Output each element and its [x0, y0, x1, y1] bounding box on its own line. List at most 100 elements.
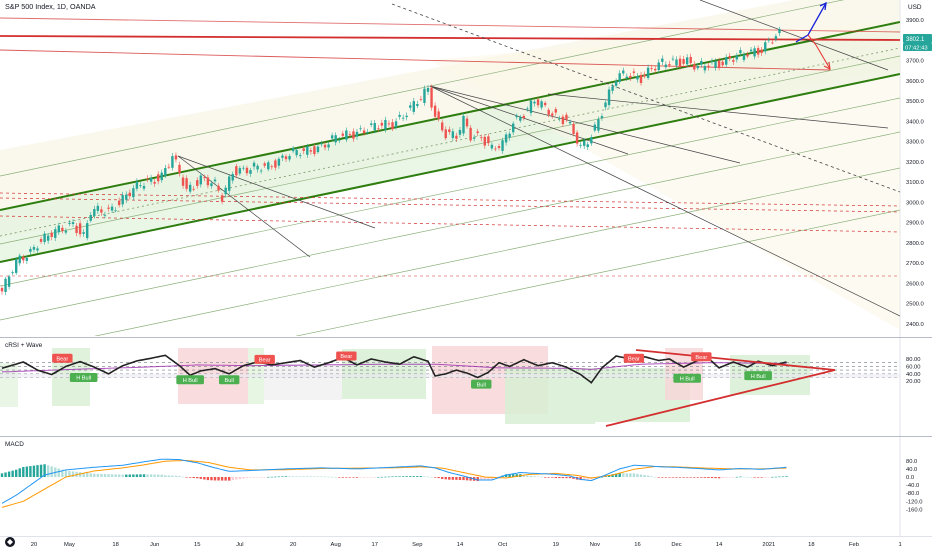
- macd-hist-bar: [188, 477, 192, 478]
- macd-hist-bar: [25, 466, 29, 477]
- right-triangle-fill: [430, 20, 900, 330]
- price-tick-label: 3000.0: [906, 200, 924, 206]
- candle: [359, 125, 362, 132]
- macd-hist-bar: [412, 476, 415, 477]
- macd-hist-bar: [22, 466, 25, 477]
- candle: [384, 116, 387, 133]
- candle: [146, 175, 149, 183]
- macd-hist-bar: [15, 469, 18, 477]
- macd-hist-bar: [61, 469, 64, 477]
- macd-hist-bar: [483, 477, 486, 480]
- macd-hist-bar: [721, 477, 724, 478]
- macd-hist-bar: [732, 477, 735, 478]
- crsi-signal-labels: Bear Bear Bear Bear Bear H Bull H Bull Bull Bull…: [52, 351, 772, 389]
- macd-hist-bar: [71, 471, 75, 477]
- macd-hist-bar: [739, 476, 742, 478]
- channel-median-line: [0, 47, 900, 237]
- candle: [242, 165, 245, 171]
- macd-hist-bar: [146, 474, 149, 477]
- macd-hist-bar: [554, 477, 557, 479]
- macd-hist-bar: [86, 472, 89, 477]
- candle: [348, 131, 352, 139]
- macd-hist-bar: [277, 476, 281, 478]
- macd-hist-bar: [192, 477, 195, 478]
- svg-text:Bear: Bear: [340, 354, 352, 360]
- candle: [568, 119, 572, 126]
- macd-hist-bar: [167, 475, 171, 477]
- candle: [46, 233, 50, 244]
- candle: [419, 95, 423, 102]
- time-axis-ticks[interactable]: 20 May 18 Jun 15 Jul 20 Aug 17 Sep 14 Oct 19 Nov 16 Dec…: [31, 542, 902, 548]
- macd-hist-bar: [18, 468, 21, 477]
- macd-hist-bar: [330, 476, 334, 478]
- time-tick-label: 20: [290, 542, 296, 548]
- candle: [334, 132, 337, 146]
- candle: [675, 56, 678, 69]
- candle: [600, 113, 604, 121]
- macd-hist-bar: [11, 470, 14, 477]
- candle: [678, 55, 682, 70]
- price-axis[interactable]: [900, 0, 932, 536]
- macd-hist-bar: [685, 477, 689, 478]
- macd-hist-bar: [46, 465, 50, 477]
- candle: [320, 140, 323, 147]
- candle: [277, 156, 281, 169]
- macd-hist-bar: [171, 475, 174, 477]
- candle: [607, 86, 611, 109]
- candle: [291, 145, 295, 154]
- macd-hist-bar: [781, 476, 785, 478]
- macd-hist-bar: [352, 477, 355, 478]
- candle: [778, 26, 781, 37]
- svg-text:H Bull: H Bull: [183, 378, 198, 384]
- macd-hist-bar: [508, 474, 511, 477]
- macd-pane[interactable]: [0, 438, 900, 536]
- candle: [618, 70, 621, 84]
- candle: [370, 120, 373, 128]
- candle: [476, 128, 479, 137]
- crsi-pane-title[interactable]: cRSI + Wave: [5, 342, 43, 349]
- bull-label: H Bull: [176, 375, 204, 385]
- candle: [93, 205, 96, 219]
- macd-hist-bar: [437, 477, 440, 479]
- macd-hist-bar: [217, 477, 220, 481]
- candle: [444, 126, 447, 141]
- macd-hist-bar: [96, 473, 100, 477]
- macd-hist-bar: [220, 477, 224, 481]
- macd-pane-title[interactable]: MACD: [5, 441, 24, 448]
- macd-hist-bar: [270, 476, 273, 478]
- macd-hist-bar: [643, 475, 646, 477]
- macd-hist-bar: [135, 474, 139, 477]
- candle: [543, 100, 547, 107]
- time-tick-label: 14: [716, 542, 723, 548]
- crsi-ma-line: [1, 362, 787, 373]
- macd-hist-bar: [362, 477, 366, 478]
- time-tick-label: Aug: [331, 542, 341, 548]
- candle: [377, 125, 380, 132]
- symbol-title[interactable]: S&P 500 Index, 1D, OANDA: [5, 2, 96, 11]
- candle: [174, 152, 178, 163]
- macd-hist-bar: [213, 477, 217, 481]
- macd-hist-bar: [451, 477, 455, 480]
- macd-hist-bar: [228, 477, 231, 481]
- macd-hist-bar: [398, 476, 401, 477]
- bear-label: Bear: [623, 353, 645, 363]
- candle: [139, 181, 142, 188]
- macd-hist-bar: [203, 477, 206, 480]
- candle: [199, 172, 202, 188]
- price-tick-label: 3200.0: [906, 160, 924, 166]
- candle: [7, 274, 11, 290]
- resistance-lines: [0, 17, 900, 277]
- macd-hist-bar: [89, 473, 92, 477]
- candle: [682, 55, 685, 68]
- macd-hist-bar: [728, 477, 731, 478]
- macd-hist-bar: [4, 472, 7, 477]
- candle: [760, 47, 763, 57]
- time-tick-label: Feb: [849, 542, 859, 548]
- macd-hist-bar: [242, 477, 245, 479]
- candle: [341, 130, 344, 138]
- macd-hist-bar: [756, 477, 760, 478]
- candle: [508, 131, 511, 141]
- candle: [213, 176, 217, 184]
- candle: [4, 276, 7, 296]
